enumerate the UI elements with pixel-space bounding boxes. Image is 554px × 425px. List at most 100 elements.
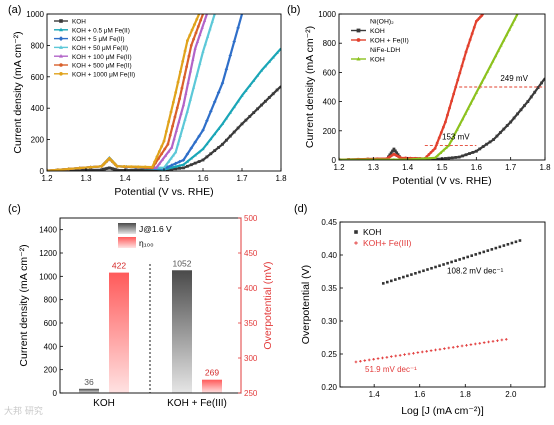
data-point <box>468 38 472 42</box>
data-point <box>201 50 205 53</box>
data-point <box>436 153 440 157</box>
y-tick-label: 600 <box>323 68 337 77</box>
data-point <box>491 340 495 343</box>
data-point <box>181 158 186 162</box>
data-point <box>167 120 171 124</box>
data-point <box>175 106 179 110</box>
x-tick-label: 1.2 <box>333 163 345 172</box>
data-point <box>201 147 205 151</box>
y-tick-label: 600 <box>44 319 58 328</box>
data-point <box>193 153 197 157</box>
data-point <box>216 90 221 95</box>
data-point <box>232 130 236 134</box>
data-point <box>466 106 470 110</box>
bar-current-density <box>79 388 99 393</box>
data-point <box>167 159 171 163</box>
legend-marker <box>356 28 361 33</box>
x-tick-label: 1.2 <box>41 174 53 183</box>
data-point <box>112 167 116 171</box>
data-point <box>359 359 362 363</box>
y-right-tick-label: 400 <box>244 284 258 293</box>
data-point <box>150 165 154 169</box>
data-point <box>523 104 526 108</box>
y-right-tick-label: 250 <box>244 389 258 398</box>
data-point <box>365 157 368 160</box>
data-point <box>275 51 279 55</box>
data-point <box>407 352 411 356</box>
data-point <box>203 42 207 46</box>
data-point <box>389 151 393 155</box>
data-point <box>390 355 393 358</box>
panel-label: (d) <box>294 203 307 215</box>
data-point <box>184 92 188 95</box>
data-point <box>498 131 502 134</box>
data-point <box>452 92 456 96</box>
data-point <box>427 153 431 156</box>
data-point <box>178 134 182 137</box>
data-point <box>213 149 217 152</box>
data-point <box>174 128 179 132</box>
y-tick-label: 1000 <box>26 10 44 19</box>
x-tick-label: 1.5 <box>436 163 448 172</box>
legend-marker <box>58 36 64 41</box>
annotation-label: 153 mV <box>442 132 470 141</box>
data-point <box>160 144 164 148</box>
data-point <box>190 28 194 32</box>
data-point <box>129 165 133 169</box>
legend-label: J@1.6 V <box>139 224 172 234</box>
series-line <box>47 14 205 171</box>
data-point <box>461 154 464 158</box>
data-point <box>192 37 196 41</box>
data-point <box>474 149 478 153</box>
data-point <box>488 140 492 144</box>
y-tick-label: 400 <box>31 104 45 113</box>
data-point <box>179 111 183 115</box>
data-point <box>248 114 252 118</box>
data-point <box>518 239 522 242</box>
data-point <box>442 263 445 266</box>
data-point <box>67 167 71 171</box>
data-point <box>196 39 200 43</box>
data-point <box>183 49 187 53</box>
legend-label: KOH + 500 μM Fe(II) <box>72 63 132 70</box>
data-point <box>396 153 400 157</box>
legend-label: KOH <box>363 227 381 237</box>
data-point <box>171 153 175 157</box>
data-point <box>402 275 405 279</box>
y-tick-label: 0.45 <box>321 218 337 227</box>
legend-swatch <box>118 237 136 248</box>
data-point <box>438 347 442 351</box>
data-point <box>478 147 482 151</box>
data-point <box>474 91 478 94</box>
data-point <box>498 245 502 249</box>
data-point <box>271 55 275 59</box>
data-point <box>468 152 471 155</box>
data-point <box>56 168 60 171</box>
data-point <box>122 165 126 168</box>
data-point <box>450 138 454 142</box>
data-point <box>228 134 232 138</box>
data-point <box>181 60 185 63</box>
data-point <box>181 163 186 166</box>
data-point <box>513 17 517 21</box>
data-point <box>406 274 409 278</box>
data-point <box>169 163 174 168</box>
data-point <box>470 254 474 257</box>
data-point <box>176 80 180 84</box>
data-point <box>443 347 446 350</box>
data-point <box>187 54 191 58</box>
data-point <box>483 75 487 79</box>
data-point <box>101 167 105 171</box>
data-point <box>486 249 490 252</box>
data-point <box>244 118 248 122</box>
data-point <box>426 268 429 271</box>
data-point <box>157 162 161 165</box>
data-point <box>193 46 197 50</box>
data-point <box>256 73 260 77</box>
data-point <box>177 159 182 164</box>
data-point <box>196 25 200 28</box>
data-point <box>170 165 174 169</box>
panel-a: (a) 1.2 1.3 1.4 1.5 1.6 1.7 1.8 0 200 400 600 800 100… <box>8 4 287 198</box>
data-point <box>434 348 437 352</box>
data-point <box>162 166 166 169</box>
